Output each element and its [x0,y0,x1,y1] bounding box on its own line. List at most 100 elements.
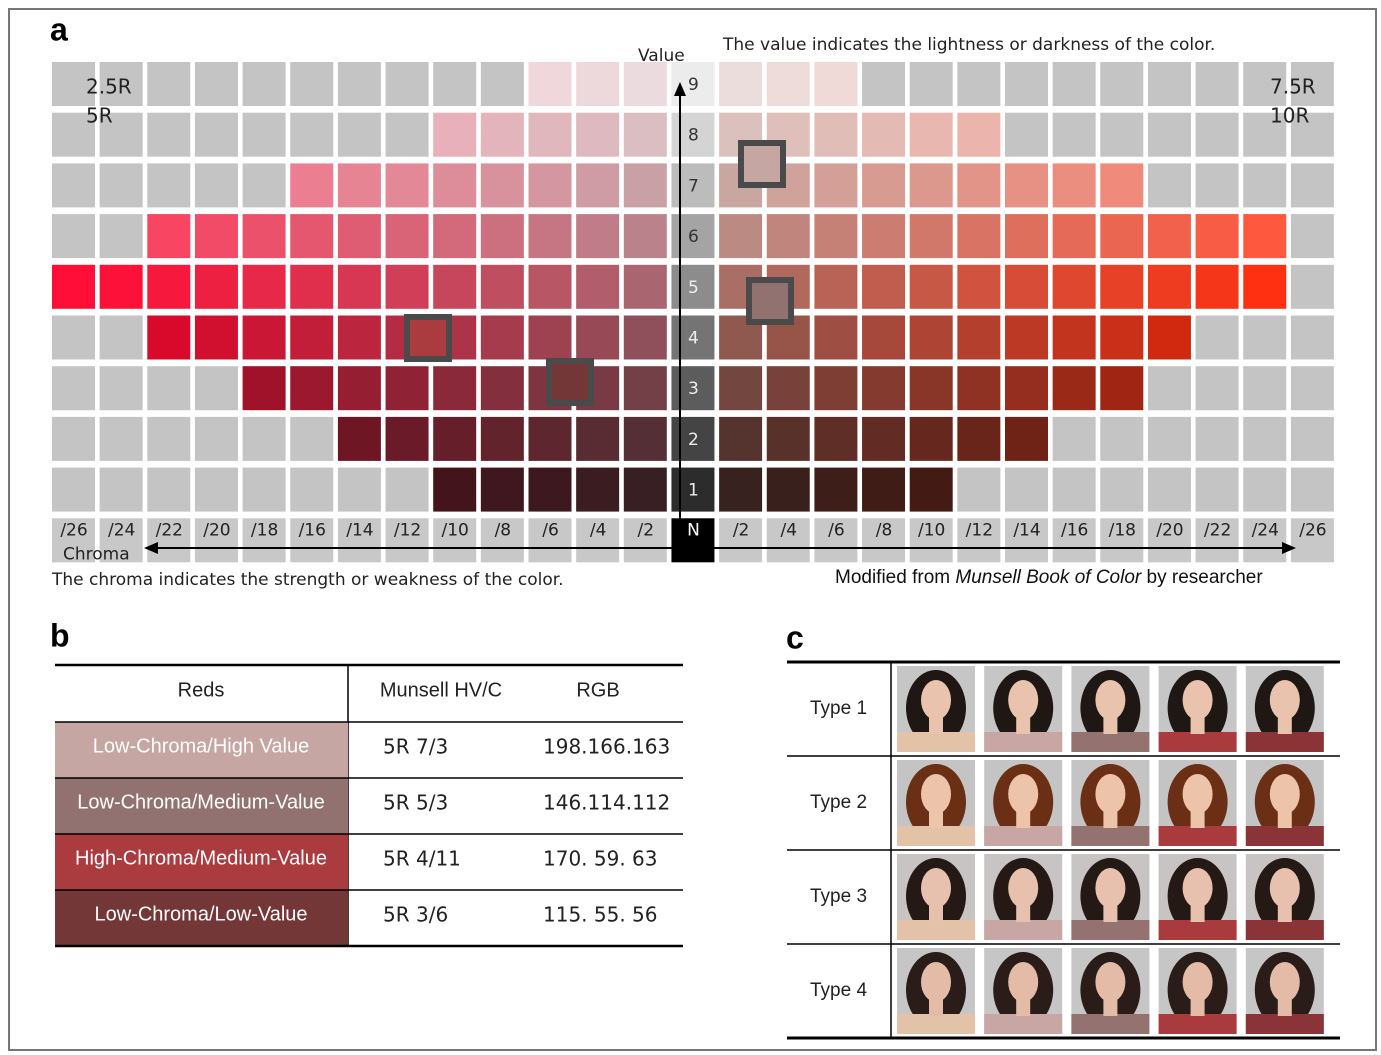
color-chip [1005,315,1048,360]
color-chip [909,366,953,411]
color-chip [623,366,667,411]
photo-neck [929,904,943,922]
rgb-code: 198.166.163 [543,735,670,759]
color-chip [1100,62,1144,106]
panel-label: b [50,617,70,653]
color-chip [1195,62,1239,106]
color-chip [671,264,715,309]
chroma-label: /12 [966,520,993,540]
color-chip [147,467,191,512]
color-chip [99,62,143,106]
color-chip [1005,264,1048,309]
chroma-cell [1147,518,1191,563]
arrow-head [674,82,686,96]
color-chip [1052,112,1096,157]
color-chip [1147,366,1191,411]
color-chip [909,467,953,512]
photo-shirt [1158,732,1237,752]
color-chip [528,264,572,309]
photo-neck [1277,904,1292,922]
chroma-cell [480,518,524,563]
chroma-cell [862,518,906,563]
color-chip [1195,264,1239,309]
photo-face [1182,774,1213,814]
color-chip [290,264,334,309]
photo-shirt [897,920,975,940]
chroma-label: /14 [346,520,373,540]
color-chip [814,467,858,512]
photo-shirt [1158,920,1237,940]
rgb-code: 170. 59. 63 [543,847,658,871]
color-chip [862,416,906,461]
color-chip [1005,112,1048,157]
color-chip [909,264,953,309]
color-chip [52,366,95,411]
color-chip [1290,62,1334,106]
color-chip [290,62,334,106]
photo-face [1182,680,1213,720]
color-chip [671,62,715,106]
color-chip [147,112,191,157]
color-chip [576,315,620,360]
color-chip [957,163,1001,208]
color-chip [623,163,667,208]
color-chip [480,163,524,208]
color-chip [147,62,191,106]
color-chip [1005,62,1048,106]
color-chip [147,366,191,411]
photo-face [921,774,951,814]
color-chip [194,62,238,106]
color-chip [576,214,620,259]
chroma-label: /22 [156,520,183,540]
color-chip [290,163,334,208]
rgb-code: 115. 55. 56 [543,903,658,927]
chroma-label: /10 [918,520,945,540]
color-chip [337,214,381,259]
color-chip [814,62,858,106]
color-chip [385,112,429,157]
color-chip [1100,214,1144,259]
chroma-cell [194,518,238,563]
color-chip [528,315,572,360]
photo-neck [1190,904,1205,922]
color-chip [623,416,667,461]
photo-neck [1277,810,1292,828]
chroma-cell [719,518,763,563]
photo-face [1008,774,1039,814]
photo-face [921,680,951,720]
photo-shirt [984,920,1063,940]
color-chip [766,214,810,259]
color-chip [99,264,143,309]
munsell-code: 5R 3/6 [383,903,448,927]
value-label: 7 [688,176,699,196]
color-chip [576,416,620,461]
color-chip [480,416,524,461]
color-chip [719,416,763,461]
chroma-cell [290,518,334,563]
color-chip [1195,315,1239,360]
color-chip [480,467,524,512]
color-chip [671,315,715,360]
chroma-axis-title: Chroma [63,544,130,564]
color-chip [862,62,906,106]
hue-label: 10R [1270,104,1309,128]
color-chip [909,315,953,360]
chroma-cell [814,518,858,563]
color-chip [52,467,95,512]
swatch-cell [55,834,348,890]
color-chip [147,214,191,259]
color-chip [1243,467,1287,512]
chroma-label: /8 [876,520,893,540]
color-chip [1243,366,1287,411]
color-chip [1290,163,1334,208]
chroma-cell [1100,518,1144,563]
color-chip [957,62,1001,106]
value-label: 8 [688,126,699,146]
color-chip [814,163,858,208]
color-chip [1147,62,1191,106]
color-chip [1005,214,1048,259]
chroma-cell [433,518,477,563]
color-chip [480,366,524,411]
photo-face [1008,962,1039,1002]
highlight-chip [738,140,786,188]
